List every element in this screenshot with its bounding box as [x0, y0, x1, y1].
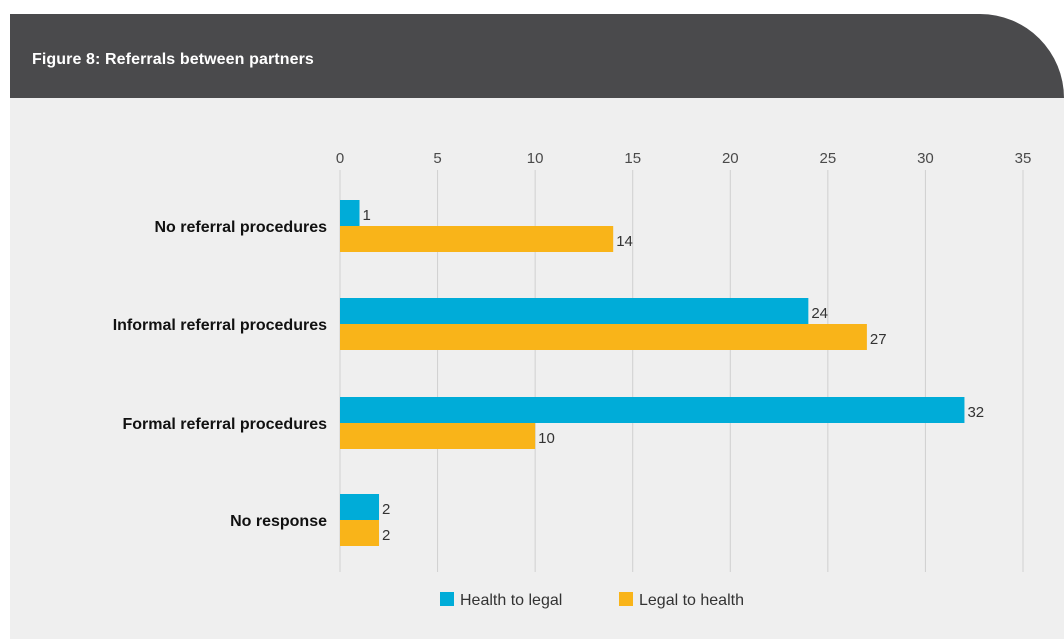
- category-label: Formal referral procedures: [122, 416, 327, 433]
- bar: [340, 397, 965, 423]
- bar: [340, 298, 809, 324]
- data-labels: 1 14 24 27 32 10 2 2: [363, 207, 985, 544]
- x-tick-label: 0: [336, 150, 344, 167]
- x-axis-ticks: 0 5 10 15 20 25 30 35: [336, 150, 1032, 167]
- data-label: 27: [870, 331, 887, 348]
- legend: Health to legal Legal to health: [440, 592, 744, 609]
- x-tick-label: 30: [917, 150, 934, 167]
- category-label: No response: [230, 513, 327, 530]
- x-tick-label: 25: [820, 150, 837, 167]
- bar: [340, 423, 536, 449]
- category-label: Informal referral procedures: [113, 317, 327, 334]
- x-tick-label: 15: [624, 150, 641, 167]
- bar: [340, 324, 867, 350]
- x-tick-label: 10: [527, 150, 544, 167]
- bar: [340, 520, 380, 546]
- data-label: 14: [616, 233, 633, 250]
- bar: [340, 200, 360, 226]
- legend-label: Health to legal: [460, 592, 562, 609]
- data-label: 24: [811, 305, 828, 322]
- category-label: No referral procedures: [154, 219, 327, 236]
- chart-title: Figure 8: Referrals between partners: [32, 51, 314, 68]
- bars: [340, 200, 965, 546]
- x-tick-label: 35: [1015, 150, 1032, 167]
- x-tick-label: 5: [433, 150, 441, 167]
- bar: [340, 226, 614, 252]
- x-tick-label: 20: [722, 150, 739, 167]
- chart-panel: [10, 98, 1064, 639]
- data-label: 2: [382, 527, 390, 544]
- data-label: 32: [967, 404, 984, 421]
- chart-header: Figure 8: Referrals between partners: [10, 14, 1064, 98]
- category-labels: No referral procedures Informal referral …: [113, 219, 327, 530]
- legend-label: Legal to health: [639, 592, 744, 609]
- bar: [340, 494, 380, 520]
- legend-swatch: [619, 592, 633, 606]
- data-label: 2: [382, 501, 390, 518]
- data-label: 10: [538, 430, 555, 447]
- legend-swatch: [440, 592, 454, 606]
- data-label: 1: [363, 207, 371, 224]
